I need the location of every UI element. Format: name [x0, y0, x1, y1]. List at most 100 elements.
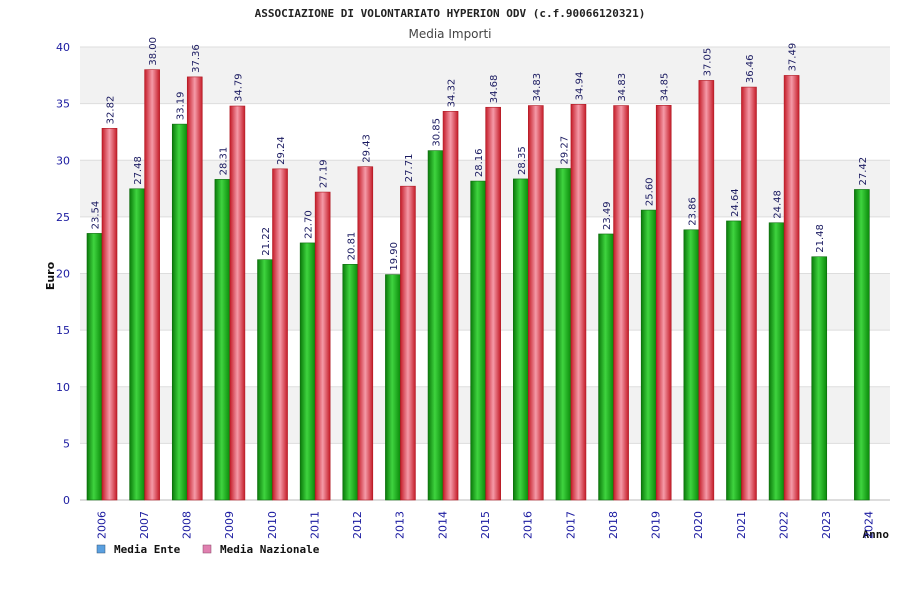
x-tick-label-2010: 2010 — [266, 511, 279, 539]
bar-media-ente-2013 — [385, 274, 401, 501]
bar-media-nazionale-2021 — [741, 86, 757, 501]
bar-media-ente-2012 — [342, 264, 359, 501]
data-label: 29.24 — [276, 136, 287, 165]
data-label: 32.82 — [106, 96, 117, 125]
data-label: 19.90 — [389, 242, 400, 271]
data-label: 28.31 — [218, 147, 229, 176]
x-tick-label-2024: 2024 — [863, 511, 876, 539]
data-label: 34.83 — [532, 73, 543, 102]
x-tick-label-2019: 2019 — [650, 511, 663, 539]
chart-subtitle: Media Importi — [408, 27, 491, 41]
x-tick-label-2012: 2012 — [351, 511, 364, 539]
x-tick-label-2006: 2006 — [95, 511, 108, 539]
bar-media-nazionale-2015 — [485, 106, 501, 501]
chart-title: ASSOCIAZIONE DI VOLONTARIATO HYPERION OD… — [255, 7, 646, 20]
bar-media-ente-2024 — [854, 189, 870, 501]
bar-media-nazionale-2007 — [144, 69, 160, 501]
x-tick-label-2016: 2016 — [522, 511, 535, 539]
bar-media-ente-2010 — [257, 259, 273, 501]
bar-media-ente-2006 — [86, 233, 103, 501]
data-label: 27.71 — [404, 154, 415, 183]
legend: Media Ente Media Nazionale — [96, 543, 320, 556]
bar-media-ente-2008 — [171, 123, 188, 501]
x-tick-label-2023: 2023 — [820, 511, 833, 539]
y-tick-label: 0 — [63, 494, 70, 507]
data-label: 21.22 — [261, 227, 272, 256]
x-tick-label-2021: 2021 — [735, 511, 748, 539]
data-label: 38.00 — [148, 37, 159, 66]
data-label: 27.48 — [133, 156, 144, 185]
bar-media-ente-2009 — [214, 179, 231, 501]
data-label: 34.83 — [617, 73, 628, 102]
data-label: 34.68 — [489, 75, 500, 104]
bar-media-nazionale-2013 — [400, 185, 416, 501]
bar-media-nazionale-2009 — [229, 105, 246, 501]
x-tick-label-2009: 2009 — [223, 511, 236, 539]
bars: 23.54 32.82 27.48 38.00 33.19 37.36 28.31 34.79… — [86, 37, 870, 501]
x-tick-label-2007: 2007 — [138, 511, 151, 539]
x-tick-label-2015: 2015 — [479, 511, 492, 539]
data-label: 24.48 — [773, 190, 784, 219]
x-tick-label-2017: 2017 — [564, 511, 577, 539]
data-label: 23.54 — [91, 201, 102, 230]
data-label: 34.94 — [574, 72, 585, 101]
data-label: 29.27 — [559, 136, 570, 165]
bar-media-ente-2014 — [427, 150, 444, 501]
data-label: 25.60 — [645, 177, 656, 206]
data-label: 33.19 — [176, 91, 187, 120]
y-tick-label: 35 — [56, 98, 70, 111]
y-axis-label: Euro — [44, 261, 57, 290]
bar-media-ente-2018 — [598, 233, 614, 501]
data-label: 37.49 — [788, 43, 799, 72]
data-label: 27.19 — [319, 159, 330, 188]
bar-media-nazionale-2006 — [101, 128, 118, 501]
bar-media-nazionale-2020 — [698, 80, 715, 501]
x-tick-label-2020: 2020 — [692, 511, 705, 539]
data-label: 28.35 — [517, 146, 528, 175]
data-label: 20.81 — [346, 232, 357, 261]
data-label: 24.64 — [730, 188, 741, 217]
bar-media-ente-2011 — [299, 242, 316, 501]
bar-media-nazionale-2018 — [613, 105, 629, 501]
legend-label-media-ente: Media Ente — [114, 543, 181, 556]
bar-media-nazionale-2017 — [570, 104, 587, 501]
y-tick-label: 25 — [56, 211, 70, 224]
data-label: 34.32 — [447, 79, 458, 108]
data-label: 21.48 — [815, 224, 826, 253]
bar-media-ente-2020 — [683, 229, 700, 501]
data-label: 34.85 — [660, 73, 671, 102]
x-tick-label-2013: 2013 — [394, 511, 407, 539]
data-label: 23.49 — [602, 201, 613, 230]
y-tick-label: 15 — [56, 324, 70, 337]
bar-media-ente-2022 — [768, 222, 785, 501]
y-tick-label: 30 — [56, 154, 70, 167]
data-label: 30.85 — [432, 118, 443, 147]
bar-media-nazionale-2010 — [272, 168, 288, 501]
legend-label-media-nazionale: Media Nazionale — [220, 543, 320, 556]
x-tick-label-2008: 2008 — [181, 511, 194, 539]
bar-media-ente-2019 — [640, 209, 657, 501]
data-label: 37.05 — [702, 48, 713, 77]
data-label: 22.70 — [304, 210, 315, 239]
data-label: 37.36 — [191, 44, 202, 73]
legend-swatch-media-ente — [96, 544, 106, 554]
bar-media-nazionale-2016 — [528, 105, 544, 501]
y-tick-label: 5 — [63, 437, 70, 450]
x-axis-label: Anno — [863, 528, 890, 541]
bar-media-nazionale-2008 — [186, 76, 203, 501]
data-label: 27.42 — [858, 157, 869, 186]
bar-media-ente-2016 — [513, 178, 529, 501]
bar-media-ente-2023 — [811, 256, 828, 501]
y-axis: 0 5 10 15 20 25 30 35 40 — [56, 41, 70, 507]
data-label: 36.46 — [745, 54, 756, 83]
bar-media-nazionale-2014 — [442, 111, 459, 501]
legend-swatch-media-nazionale — [202, 544, 212, 554]
bar-media-ente-2017 — [555, 168, 572, 501]
bar-media-nazionale-2012 — [357, 166, 374, 501]
y-tick-label: 20 — [56, 268, 70, 281]
x-tick-label-2011: 2011 — [308, 511, 321, 539]
data-label: 23.86 — [687, 197, 698, 226]
x-axis: 2006 2007 2008 2009 2010 2011 2012 2013 2014 2015… — [95, 511, 875, 539]
x-tick-label-2022: 2022 — [777, 511, 790, 539]
